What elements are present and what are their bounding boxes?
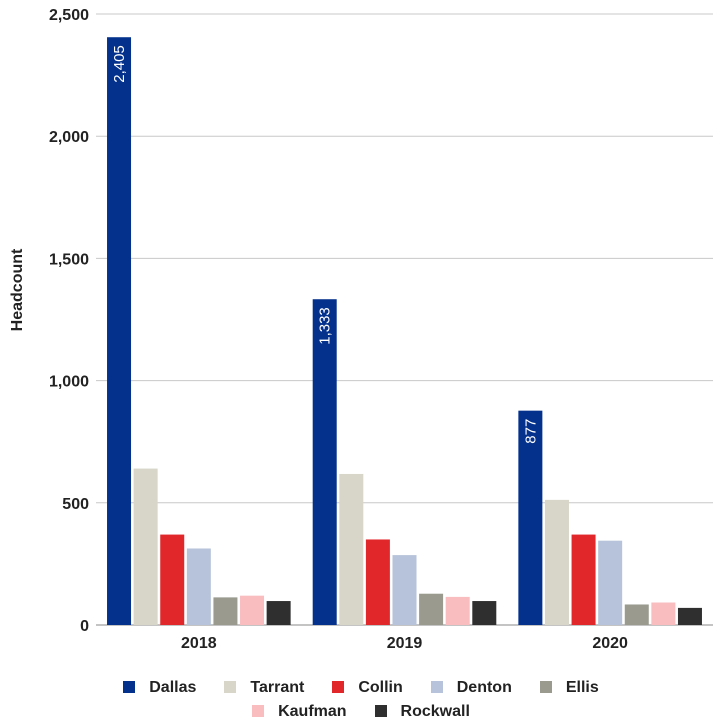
legend-swatch <box>224 681 237 693</box>
bar-denton-2019 <box>392 555 417 625</box>
legend-item-collin: Collin <box>332 676 403 700</box>
y-axis-label: Headcount <box>9 248 26 331</box>
legend-swatch <box>332 681 345 693</box>
bar-tarrant-2020 <box>544 499 569 625</box>
data-label: 2,405 <box>111 45 128 83</box>
bar-kaufman-2019 <box>445 596 470 625</box>
y-tick-label: 1,000 <box>49 374 89 391</box>
legend-label: Dallas <box>149 679 197 696</box>
legend-label: Ellis <box>565 679 599 696</box>
bar-kaufman-2018 <box>240 595 265 625</box>
legend-item-tarrant: Tarrant <box>224 676 304 700</box>
legend-swatch <box>374 705 387 717</box>
bar-rockwall-2018 <box>266 601 291 625</box>
bar-dallas-2019 <box>312 299 337 625</box>
legend-item-kaufman: Kaufman <box>252 700 347 724</box>
legend-label: Tarrant <box>250 679 305 696</box>
bar-denton-2020 <box>598 540 623 625</box>
x-axis-ticks: 2018 2019 2020 <box>181 635 628 652</box>
legend-swatch <box>123 681 136 693</box>
legend-item-ellis: Ellis <box>539 676 599 700</box>
legend-swatch <box>252 705 265 717</box>
data-labels: 2,405 1,333 877 <box>111 45 539 443</box>
bar-dallas-2018 <box>107 37 132 625</box>
bar-ellis-2020 <box>624 604 649 625</box>
y-tick-label: 500 <box>62 496 89 513</box>
y-tick-label: 1,500 <box>49 251 89 268</box>
data-label: 877 <box>522 419 539 444</box>
legend-label: Rockwall <box>400 703 470 720</box>
legend-item-denton: Denton <box>430 676 512 700</box>
bar-dallas-2020 <box>518 410 543 625</box>
legend-swatch <box>430 681 443 693</box>
y-tick-label: 2,000 <box>49 129 89 146</box>
data-label: 1,333 <box>317 307 334 345</box>
bar-collin-2018 <box>160 534 185 625</box>
y-tick-label: 0 <box>80 618 89 635</box>
bar-rockwall-2019 <box>472 601 497 625</box>
y-tick-label: 2,500 <box>49 7 89 24</box>
legend: Dallas Tarrant Collin Denton Ellis Kaufman Roc… <box>0 676 722 724</box>
bar-denton-2018 <box>186 548 211 625</box>
bars <box>107 37 702 625</box>
y-axis-ticks: 0 500 1,000 1,500 2,000 2,500 <box>49 7 89 635</box>
bar-tarrant-2018 <box>133 468 158 625</box>
x-tick-label: 2019 <box>387 635 423 652</box>
legend-label: Kaufman <box>278 703 347 720</box>
bar-collin-2019 <box>365 539 390 625</box>
legend-label: Collin <box>358 679 403 696</box>
x-tick-label: 2018 <box>181 635 217 652</box>
grid-lines <box>96 13 713 626</box>
x-tick-label: 2020 <box>592 635 628 652</box>
bar-ellis-2019 <box>419 593 444 625</box>
bar-kaufman-2020 <box>651 602 676 625</box>
bar-tarrant-2019 <box>339 473 364 625</box>
bar-ellis-2018 <box>213 597 238 625</box>
legend-item-dallas: Dallas <box>123 676 196 700</box>
legend-swatch <box>539 681 552 693</box>
legend-item-rockwall: Rockwall <box>374 700 470 724</box>
legend-label: Denton <box>456 679 512 696</box>
bar-rockwall-2020 <box>677 607 702 625</box>
bar-collin-2020 <box>571 534 596 625</box>
